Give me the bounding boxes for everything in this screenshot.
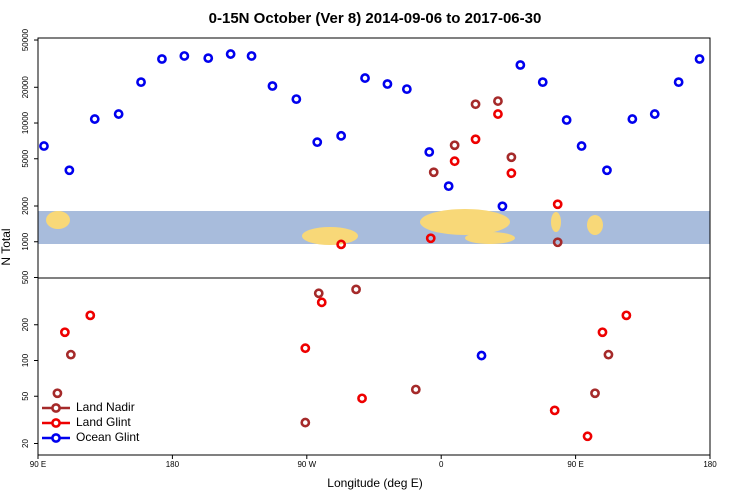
point (582, 431, 593, 442)
x-tick-label: 90 E (567, 460, 583, 469)
y-axis-label: N Total (0, 228, 13, 265)
point (424, 147, 435, 157)
point (113, 109, 124, 119)
point (357, 393, 367, 404)
point (627, 114, 638, 124)
point (425, 233, 436, 244)
point (291, 94, 302, 105)
y-tick-label: 2000 (21, 197, 30, 215)
map-land (420, 209, 510, 235)
point (225, 49, 236, 59)
point (65, 349, 76, 360)
point (561, 115, 572, 125)
point (267, 81, 278, 91)
legend-marker (51, 433, 61, 443)
point (443, 181, 454, 192)
y-tick-label: 50 (21, 391, 30, 400)
point (694, 54, 705, 64)
point (449, 156, 460, 167)
legend-label: Land Nadir (76, 400, 135, 414)
point (336, 239, 347, 250)
y-tick-label: 10000 (21, 111, 30, 134)
legend-marker (51, 403, 61, 413)
point (382, 79, 393, 89)
point (428, 167, 439, 178)
map-land (551, 212, 561, 232)
y-tick-label: 5000 (21, 149, 30, 167)
x-tick-label: 0 (439, 460, 444, 469)
point (493, 96, 503, 106)
x-tick-label: 180 (166, 460, 180, 469)
y-tick-label: 20000 (21, 76, 30, 99)
point (316, 297, 327, 308)
y-tick-label: 200 (21, 318, 30, 332)
point (300, 343, 311, 354)
point (476, 350, 487, 361)
point (410, 384, 421, 395)
point (576, 141, 587, 151)
point (597, 327, 608, 338)
y-tick-label: 50000 (21, 28, 30, 51)
point (590, 388, 600, 399)
point (401, 84, 412, 95)
y-tick-label: 20 (21, 438, 30, 447)
point (179, 51, 190, 61)
legend-label: Land Glint (76, 415, 131, 429)
point (449, 140, 460, 151)
point (602, 165, 612, 176)
map-land (587, 215, 603, 235)
point (313, 288, 324, 299)
y-tick-label: 1000 (21, 232, 30, 250)
point (246, 51, 257, 61)
point (493, 109, 503, 119)
legend-marker (51, 418, 61, 428)
x-tick-label: 90 W (297, 460, 316, 469)
point (470, 99, 481, 110)
legend-label: Ocean Glint (76, 430, 140, 444)
point (506, 168, 517, 179)
x-tick-label: 90 E (30, 460, 46, 469)
point (59, 327, 70, 338)
point (621, 310, 632, 321)
point (136, 77, 146, 88)
map-land (46, 211, 70, 229)
map-band (38, 209, 710, 245)
point (537, 77, 548, 88)
point (603, 349, 614, 360)
point (336, 130, 347, 141)
point (552, 199, 563, 210)
x-tick-label: 180 (703, 460, 717, 469)
point (552, 237, 563, 248)
point (312, 137, 323, 148)
point (673, 77, 684, 88)
point (52, 388, 63, 399)
point (300, 417, 311, 428)
map-ocean (38, 211, 710, 244)
chart-title: 0-15N October (Ver 8) 2014-09-06 to 2017… (209, 10, 542, 27)
point (157, 54, 167, 64)
point (549, 405, 560, 416)
point (203, 53, 214, 64)
map-land (465, 232, 515, 244)
point (360, 73, 370, 83)
point (515, 60, 526, 70)
point (649, 109, 660, 119)
map-land (302, 227, 358, 245)
point (85, 310, 96, 321)
point (64, 165, 75, 176)
point (39, 141, 49, 151)
y-tick-label: 500 (21, 270, 30, 284)
point (89, 114, 100, 124)
point (351, 284, 361, 295)
plot-frame (37, 37, 711, 456)
y-tick-label: 100 (21, 353, 30, 367)
point (470, 134, 481, 145)
point (506, 152, 517, 163)
point (497, 201, 508, 212)
x-axis-label: Longitude (deg E) (327, 476, 422, 490)
